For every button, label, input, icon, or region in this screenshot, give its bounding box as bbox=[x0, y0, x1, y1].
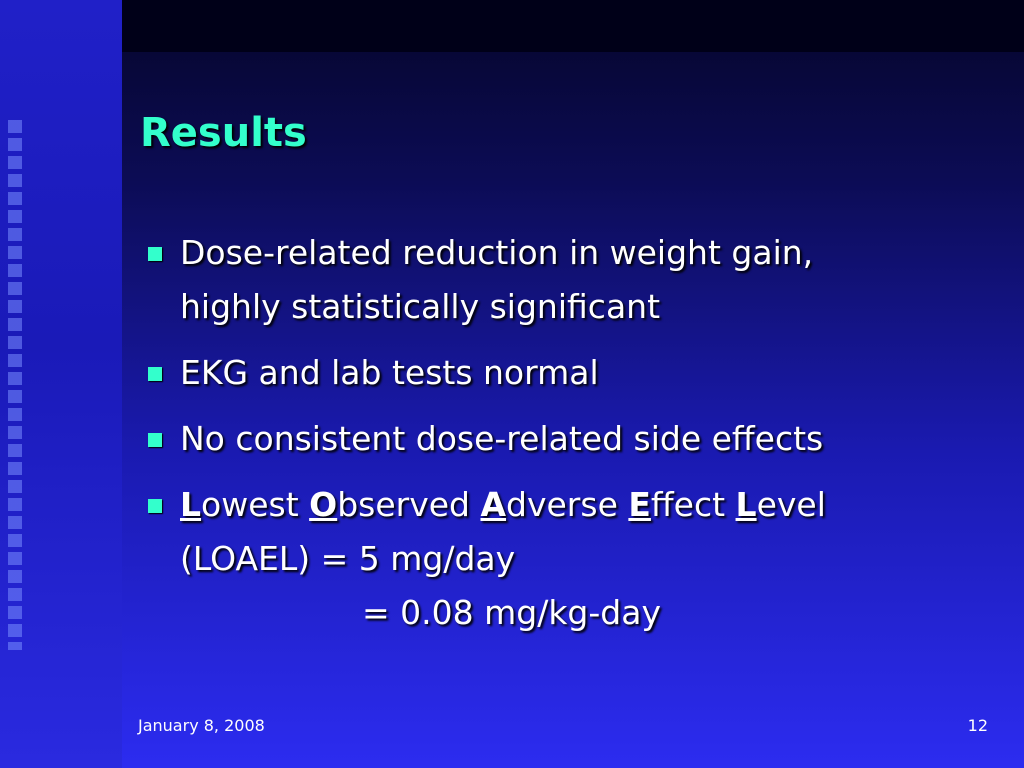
bullet-text: = 0.08 mg/kg-day bbox=[362, 593, 661, 632]
emphasized-letter: L bbox=[180, 485, 202, 524]
bullet-text: bserved bbox=[337, 485, 481, 524]
emphasized-letter: A bbox=[480, 485, 507, 524]
bullet-line: highly statistically significant bbox=[180, 280, 1020, 334]
bullet-text: ffect bbox=[650, 485, 736, 524]
bullet-text: EKG and lab tests normal bbox=[180, 353, 599, 392]
slide-title: Results bbox=[140, 110, 307, 156]
emphasized-letter: L bbox=[735, 485, 757, 524]
bullet-line: EKG and lab tests normal bbox=[180, 346, 1020, 400]
emphasized-letter: E bbox=[628, 485, 651, 524]
bullet: Lowest Observed Adverse Effect Level (LOA… bbox=[140, 478, 1020, 640]
bullet-text: dverse bbox=[506, 485, 629, 524]
bullet-text: highly statistically significant bbox=[180, 287, 661, 326]
side-strip bbox=[0, 0, 122, 768]
bullet-line: Dose-related reduction in weight gain, bbox=[180, 226, 1020, 280]
top-band bbox=[122, 0, 1024, 52]
bullet: No consistent dose-related side effects bbox=[140, 412, 1020, 466]
bullet-text: No consistent dose-related side effects bbox=[180, 419, 824, 458]
bullet-text: owest bbox=[201, 485, 310, 524]
bullet-text: (LOAEL) = 5 mg/day bbox=[180, 539, 516, 578]
page-number: 12 bbox=[967, 716, 988, 735]
bullet: EKG and lab tests normal bbox=[140, 346, 1020, 400]
bullet-line: No consistent dose-related side effects bbox=[180, 412, 1020, 466]
bullet-text: Dose-related reduction in weight gain, bbox=[180, 233, 814, 272]
bullet-text: evel bbox=[756, 485, 826, 524]
footer-date: January 8, 2008 bbox=[138, 716, 265, 735]
bullet-line: (LOAEL) = 5 mg/day bbox=[180, 532, 1020, 586]
bullet-list: Dose-related reduction in weight gain, hi… bbox=[140, 226, 1020, 652]
square-pattern bbox=[8, 120, 26, 650]
emphasized-letter: O bbox=[309, 485, 338, 524]
bullet-line: = 0.08 mg/kg-day bbox=[180, 586, 1020, 640]
bullet: Dose-related reduction in weight gain, hi… bbox=[140, 226, 1020, 334]
bullet-line: Lowest Observed Adverse Effect Level bbox=[180, 478, 1020, 532]
